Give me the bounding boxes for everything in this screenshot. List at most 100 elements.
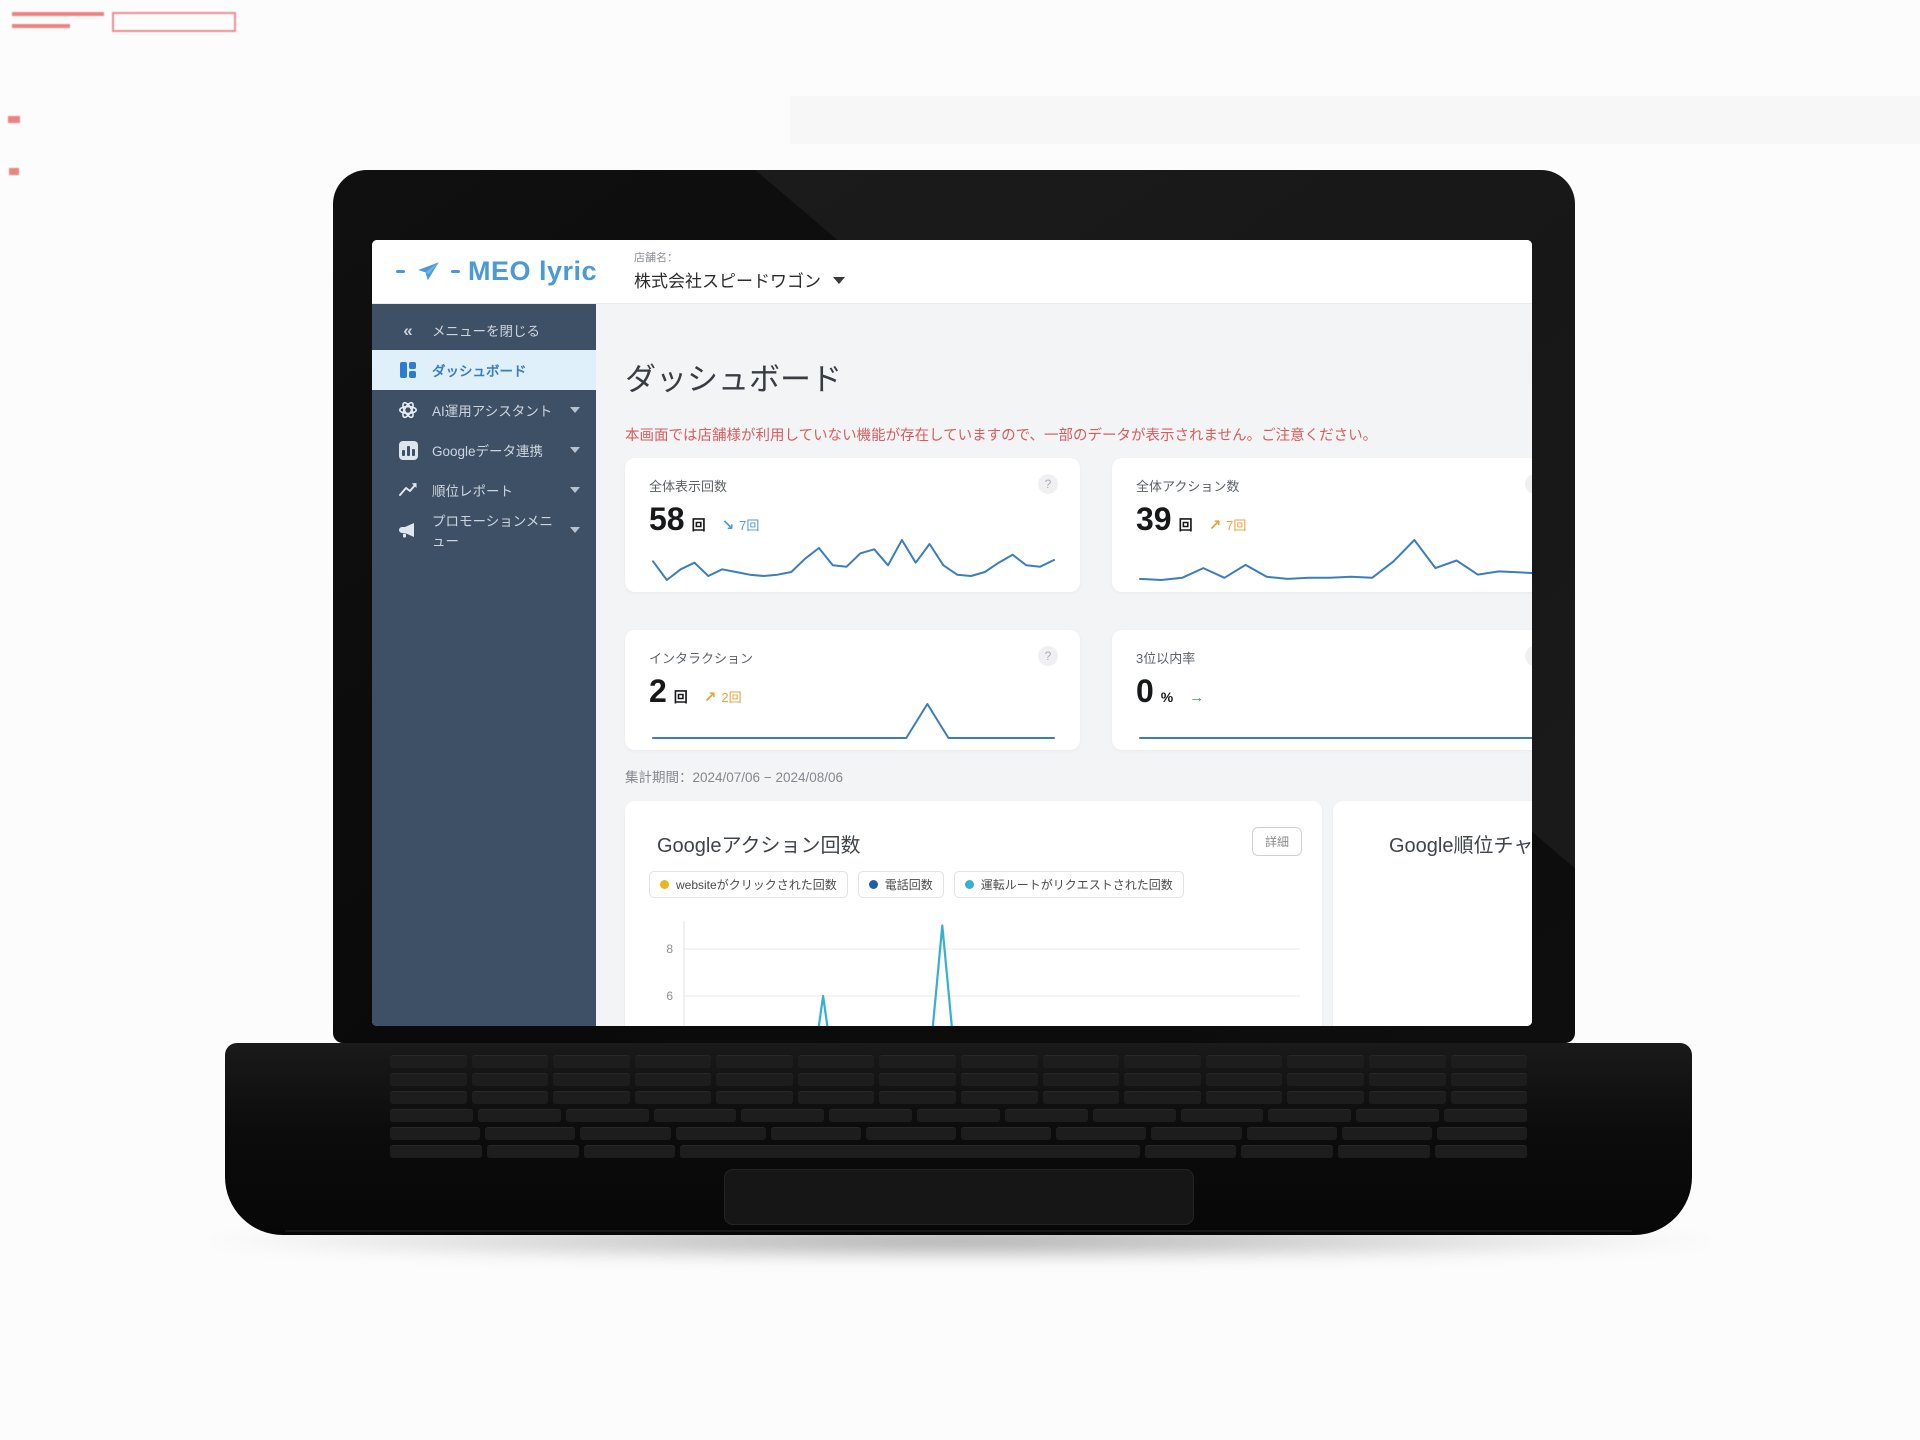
legend-dot xyxy=(660,880,669,889)
card-title: Google順位チャ xyxy=(1389,835,1532,857)
sidebar-item-label: Googleデータ連携 xyxy=(432,444,544,459)
paper-plane-icon xyxy=(418,261,439,280)
page-title: ダッシュボード xyxy=(625,362,842,397)
sidebar-item-close-menu[interactable]: « メニューを閉じる xyxy=(372,310,596,350)
keyboard-key xyxy=(1450,1091,1528,1104)
keyboard-key xyxy=(471,1091,549,1104)
keyboard-key xyxy=(1450,1055,1528,1068)
keyboard-key xyxy=(390,1109,473,1122)
keyboard-key xyxy=(1205,1091,1283,1104)
stat-value: 58 xyxy=(649,501,685,537)
stat-card-top3-rate: 3位以内率 0 % → ? xyxy=(1112,630,1532,750)
artifact xyxy=(8,116,20,123)
keyboard-key xyxy=(1287,1073,1364,1086)
chevron-down-icon xyxy=(570,487,580,493)
stat-value: 39 xyxy=(1136,501,1172,537)
main-content: ダッシュボード 本画面では店舗様が利用していない機能が存在していますので、一部の… xyxy=(596,304,1532,1026)
dashboard-icon xyxy=(398,360,418,380)
card-title: Googleアクション回数 xyxy=(657,835,861,857)
keyboard-key xyxy=(1246,1127,1337,1140)
keyboard-key xyxy=(1092,1109,1176,1122)
keyboard-key xyxy=(1268,1109,1352,1122)
sidebar-item-promotion-menu[interactable]: プロモーションメニュー xyxy=(372,510,596,550)
google-actions-card: Googleアクション回数 詳細 websiteがクリックされた回数 電話回数 xyxy=(625,801,1322,1026)
help-icon[interactable]: ? xyxy=(1525,474,1532,494)
keyboard-key xyxy=(797,1091,875,1104)
keyboard-key xyxy=(471,1073,549,1086)
period-text: 集計期間：2024/07/06 − 2024/08/06 xyxy=(625,770,844,785)
trending-line-icon xyxy=(398,480,418,500)
store-selector[interactable]: 店舗名： 株式会社スピードワゴン xyxy=(634,249,845,292)
keyboard-key xyxy=(553,1055,630,1068)
help-icon[interactable]: ? xyxy=(1525,646,1532,666)
keyboard-key xyxy=(1287,1055,1364,1068)
legend-chip-website[interactable]: websiteがクリックされた回数 xyxy=(649,871,848,898)
app-logo[interactable]: MEO lyric xyxy=(396,256,597,287)
chevron-down-icon xyxy=(570,527,580,533)
sidebar-item-label: プロモーションメニュー xyxy=(432,514,553,549)
artifact xyxy=(12,12,104,16)
legend-dot xyxy=(868,880,878,889)
keyboard-key xyxy=(1042,1073,1120,1086)
keyboard-key xyxy=(485,1127,576,1140)
keyboard-key xyxy=(1368,1055,1446,1068)
keyboard-key xyxy=(390,1091,467,1104)
legend-chip-routes[interactable]: 運転ルートがリクエストされた回数 xyxy=(953,871,1184,898)
keyboard-key xyxy=(1151,1127,1242,1140)
stat-card-actions: 全体アクション数 39 回 ↗ 7回 ? xyxy=(1112,458,1532,592)
chart-legend: websiteがクリックされた回数 電話回数 運転ルートがリクエストされた回数 xyxy=(649,871,1184,898)
app-header: MEO lyric 店舗名： 株式会社スピードワゴン xyxy=(372,240,1532,304)
chevron-down-icon xyxy=(833,277,845,284)
keyboard-key xyxy=(1444,1109,1527,1122)
keyboard-key xyxy=(1338,1145,1431,1158)
bar-chart-icon xyxy=(398,440,418,460)
legend-chip-calls[interactable]: 電話回数 xyxy=(857,871,944,898)
artifact xyxy=(12,24,70,28)
keyboard-key xyxy=(1436,1127,1528,1140)
artifact xyxy=(112,12,236,32)
keyboard-key xyxy=(961,1127,1052,1140)
laptop-screen: MEO lyric 店舗名： 株式会社スピードワゴン « メニューを閉じる xyxy=(372,240,1532,1026)
keyboard-key xyxy=(583,1145,676,1158)
keyboard-key xyxy=(716,1055,793,1068)
sidebar-item-ai-assistant[interactable]: AI運用アシスタント xyxy=(372,390,596,430)
help-icon[interactable]: ? xyxy=(1038,646,1058,666)
sidebar-item-rank-report[interactable]: 順位レポート xyxy=(372,470,596,510)
keyboard-key xyxy=(1180,1109,1264,1122)
legend-label: websiteがクリックされた回数 xyxy=(676,878,837,892)
sidebar-item-label: AI運用アシスタント xyxy=(432,404,553,419)
sidebar-item-label: ダッシュボード xyxy=(432,364,527,379)
keyboard-key xyxy=(1287,1091,1364,1104)
legend-label: 電話回数 xyxy=(884,878,933,892)
keyboard-key xyxy=(829,1109,913,1122)
keyboard-key xyxy=(1144,1145,1237,1158)
trend-arrow-icon: ↗ xyxy=(1208,517,1222,534)
keyboard-key xyxy=(580,1127,671,1140)
keyboard-key xyxy=(1056,1127,1147,1140)
detail-button[interactable]: 詳細 xyxy=(1251,827,1302,856)
sidebar-item-label: 順位レポート xyxy=(432,484,513,499)
sparkline-chart xyxy=(1139,737,1532,739)
keyboard-key xyxy=(865,1127,957,1140)
keyboard-key xyxy=(634,1091,712,1104)
sidebar-item-google-data[interactable]: Googleデータ連携 xyxy=(372,430,596,470)
legend-dot xyxy=(964,880,974,889)
artifact xyxy=(9,168,19,175)
keyboard-key xyxy=(961,1073,1038,1086)
keyboard-key xyxy=(1341,1127,1432,1140)
sparkline-chart xyxy=(652,539,1055,581)
stats-grid: 全体表示回数 58 回 ↘ 7回 ? 全体アクション数 39 xyxy=(625,458,1532,750)
svg-text:8: 8 xyxy=(666,942,673,956)
keyboard-key xyxy=(797,1055,875,1068)
keyboard-key xyxy=(1124,1091,1201,1104)
sidebar-item-dashboard[interactable]: ダッシュボード xyxy=(372,350,596,390)
spacebar-key xyxy=(680,1145,1140,1158)
keyboard-key xyxy=(565,1109,649,1122)
action-chart: 86 xyxy=(666,921,1300,1026)
openai-icon xyxy=(398,400,418,420)
keyboard-key xyxy=(797,1073,875,1086)
sparkline-chart xyxy=(652,703,1055,739)
store-label: 店舗名： xyxy=(634,252,678,264)
help-icon[interactable]: ? xyxy=(1038,474,1058,494)
logo-text: MEO lyric xyxy=(468,256,598,286)
